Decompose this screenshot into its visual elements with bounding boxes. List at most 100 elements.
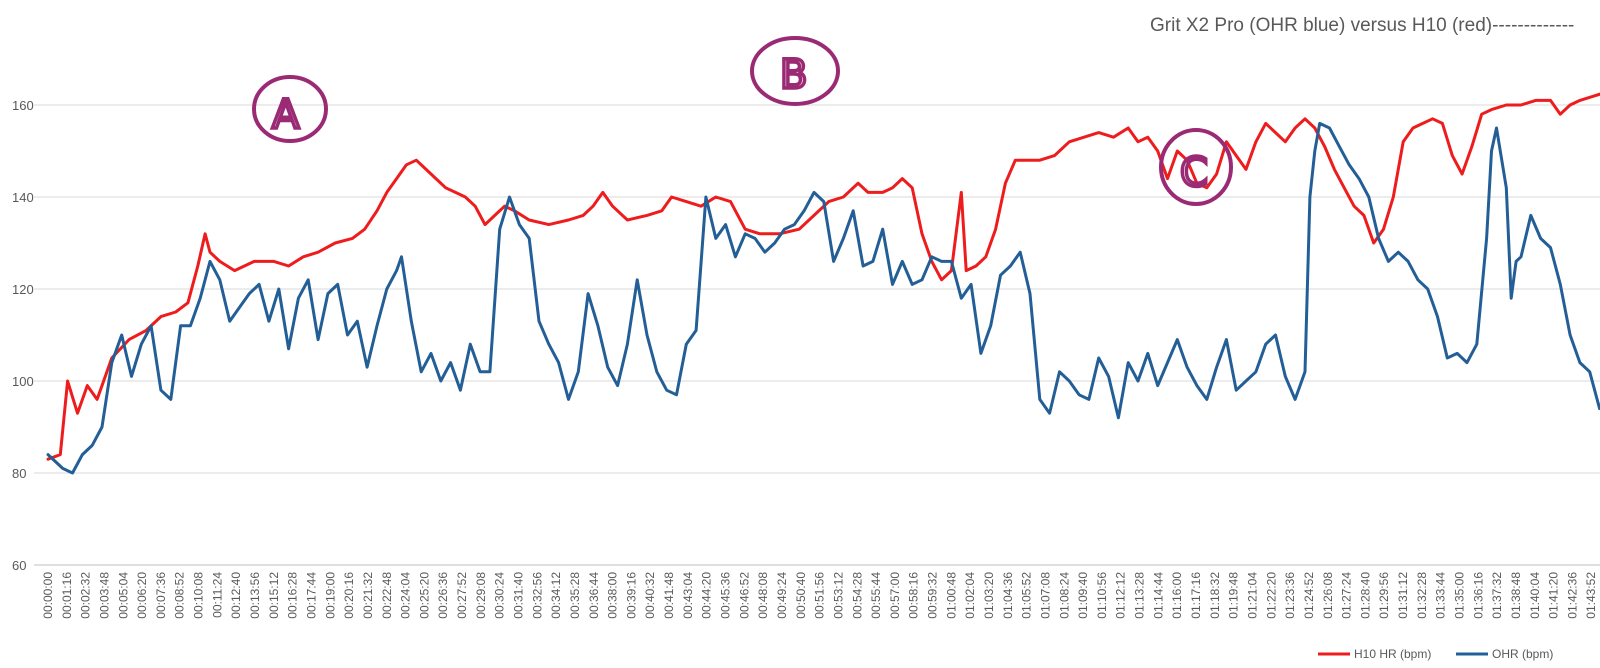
x-tick-label: 01:26:08: [1321, 572, 1335, 619]
x-tick-label: 00:40:32: [643, 572, 657, 619]
x-tick-label: 01:03:20: [982, 572, 996, 619]
y-tick-label: 100: [12, 374, 34, 389]
x-tick-label: 01:24:52: [1302, 572, 1316, 619]
x-tick-label: 00:21:32: [361, 572, 375, 619]
x-tick-label: 00:06:20: [135, 572, 149, 619]
x-tick-label: 01:08:24: [1057, 572, 1071, 619]
x-tick-label: 00:07:36: [154, 572, 168, 619]
x-tick-label: 00:22:48: [380, 572, 394, 619]
y-axis-tick-labels: 60 80 100 120 140 160: [12, 98, 34, 573]
x-tick-label: 01:41:20: [1547, 572, 1561, 619]
y-tick-label: 160: [12, 98, 34, 113]
x-tick-label: 01:07:08: [1038, 572, 1052, 619]
x-tick-label: 00:34:12: [549, 572, 563, 619]
x-tick-label: 01:27:24: [1340, 572, 1354, 619]
x-tick-label: 01:05:52: [1020, 572, 1034, 619]
x-tick-label: 00:32:56: [530, 572, 544, 619]
x-tick-label: 00:43:04: [681, 572, 695, 619]
annotation-b-label: B: [780, 52, 807, 98]
x-tick-label: 01:04:36: [1001, 572, 1015, 619]
x-tick-label: 00:08:52: [173, 572, 187, 619]
annotation-a-circle: [252, 75, 328, 143]
x-tick-label: 00:53:12: [831, 572, 845, 619]
x-tick-label: 00:05:04: [116, 572, 130, 619]
x-tick-label: 00:58:16: [907, 572, 921, 619]
x-tick-label: 01:12:12: [1114, 572, 1128, 619]
x-tick-label: 00:20:16: [342, 572, 356, 619]
x-tick-label: 01:13:28: [1133, 572, 1147, 619]
series-line-ohr: [46, 121, 1600, 475]
x-tick-label: 00:36:44: [587, 572, 601, 619]
x-tick-label: 01:37:32: [1490, 572, 1504, 619]
x-tick-label: 00:13:56: [248, 572, 262, 619]
x-tick-label: 00:46:52: [737, 572, 751, 619]
x-tick-label: 00:48:08: [756, 572, 770, 619]
x-tick-label: 01:02:04: [963, 572, 977, 619]
handwritten-annotations: A B C: [252, 36, 1233, 206]
annotation-b-circle: [750, 36, 840, 106]
x-tick-label: 00:38:00: [606, 572, 620, 619]
x-tick-label: 00:03:48: [97, 572, 111, 619]
x-tick-label: 00:10:08: [192, 572, 206, 619]
y-tick-label: 140: [12, 190, 34, 205]
x-tick-label: 01:22:20: [1264, 572, 1278, 619]
y-tick-label: 120: [12, 282, 34, 297]
x-tick-label: 00:49:24: [775, 572, 789, 619]
x-tick-label: 00:17:44: [304, 572, 318, 619]
x-tick-label: 00:54:28: [850, 572, 864, 619]
x-tick-label: 00:02:32: [79, 572, 93, 619]
x-tick-label: 00:45:36: [719, 572, 733, 619]
x-tick-label: 01:14:44: [1151, 572, 1165, 619]
x-tick-label: 00:16:28: [286, 572, 300, 619]
x-tick-label: 01:16:00: [1170, 572, 1184, 619]
x-tick-label: 00:25:20: [417, 572, 431, 619]
annotation-c-circle: [1159, 128, 1233, 206]
x-tick-label: 00:55:44: [869, 572, 883, 619]
chart-title: Grit X2 Pro (OHR blue) versus H10 (red)-…: [1150, 15, 1574, 36]
x-tick-label: 01:29:56: [1377, 572, 1391, 619]
x-tick-label: 01:17:16: [1189, 572, 1203, 619]
x-tick-label: 00:35:28: [568, 572, 582, 619]
x-tick-label: 01:35:00: [1453, 572, 1467, 619]
x-tick-label: 00:15:12: [267, 572, 281, 619]
legend: H10 HR (bpm) OHR (bpm): [1318, 647, 1553, 661]
x-tick-label: 00:50:40: [794, 572, 808, 619]
x-tick-label: 01:18:32: [1208, 572, 1222, 619]
gridlines: [34, 104, 1600, 566]
x-tick-label: 01:33:44: [1434, 572, 1448, 619]
x-tick-label: 01:23:36: [1283, 572, 1297, 619]
x-tick-label: 01:31:12: [1396, 572, 1410, 619]
x-tick-label: 00:29:08: [474, 572, 488, 619]
x-axis-tick-labels: 00:00:00 00:01:16 00:02:32 00:03:48 00:05:04…: [41, 572, 1598, 619]
x-tick-label: 00:57:00: [888, 572, 902, 619]
x-tick-label: 01:10:56: [1095, 572, 1109, 619]
legend-label: OHR (bpm): [1492, 647, 1553, 661]
x-tick-label: 01:42:36: [1565, 572, 1579, 619]
y-tick-label: 80: [12, 466, 26, 481]
x-tick-label: 00:31:40: [512, 572, 526, 619]
x-tick-label: 00:01:16: [60, 572, 74, 619]
x-tick-label: 00:26:36: [436, 572, 450, 619]
x-tick-label: 01:38:48: [1509, 572, 1523, 619]
x-tick-label: 00:24:04: [399, 572, 413, 619]
x-tick-label: 00:19:00: [323, 572, 337, 619]
x-tick-label: 01:40:04: [1528, 572, 1542, 619]
x-tick-label: 00:11:24: [210, 572, 224, 618]
x-tick-label: 01:28:40: [1358, 572, 1372, 619]
legend-label: H10 HR (bpm): [1354, 647, 1431, 661]
x-tick-label: 00:44:20: [700, 572, 714, 619]
x-tick-label: 01:19:48: [1227, 572, 1241, 619]
x-tick-label: 00:12:40: [229, 572, 243, 619]
x-tick-label: 00:51:56: [813, 572, 827, 619]
annotation-a-label: A: [272, 92, 300, 138]
x-tick-label: 01:09:40: [1076, 572, 1090, 619]
x-tick-label: 01:43:52: [1584, 572, 1598, 619]
x-tick-label: 00:39:16: [624, 572, 638, 619]
x-tick-label: 00:27:52: [455, 572, 469, 619]
x-tick-label: 01:36:16: [1471, 572, 1485, 619]
y-tick-label: 60: [12, 558, 26, 573]
annotation-c-label: C: [1180, 150, 1208, 196]
series-line-h10: [46, 92, 1600, 461]
series-lines: [46, 92, 1600, 475]
